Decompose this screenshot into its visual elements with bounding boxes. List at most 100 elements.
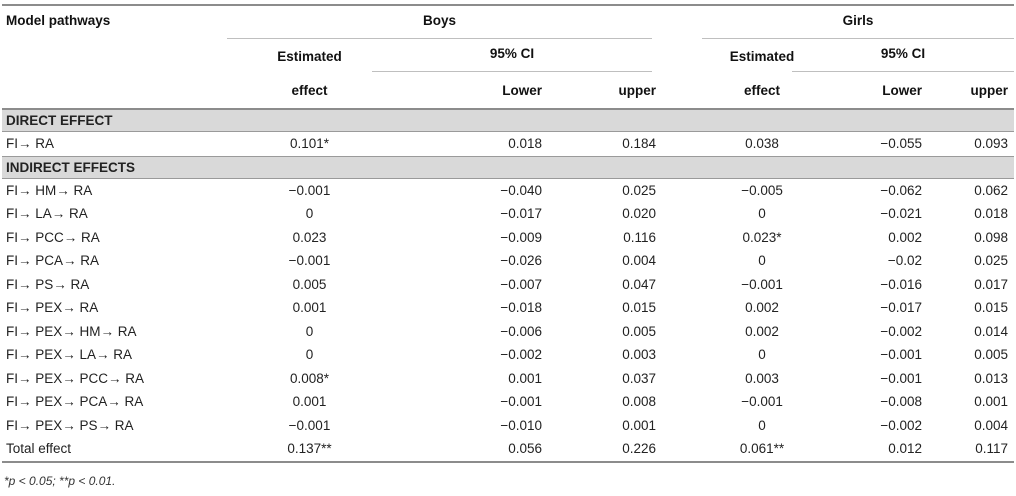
value-cell: 0	[305, 206, 314, 222]
header-boys-label: Boys	[227, 13, 653, 39]
value-cell: −0.018	[500, 300, 542, 316]
table-row: FI→ PEX→ LA→ RA 0 −0.002 0.003 0 −0.001 0.005	[2, 343, 1014, 367]
value-cell: −0.010	[500, 417, 542, 433]
pathway-cell: FI→ PEX→ PCA→ RA	[6, 394, 144, 410]
value-cell: 0.101*	[289, 136, 330, 152]
value-cell: 0.002	[888, 229, 923, 245]
value-cell: 0.005	[622, 323, 657, 339]
value-cell: 0	[758, 347, 766, 363]
value-cell: −0.026	[500, 253, 542, 269]
value-cell: 0.098	[974, 229, 1009, 245]
value-cell: 0.005	[974, 347, 1009, 363]
table-row: FI→ LA→ RA 0 −0.017 0.020 0 −0.021 0.018	[2, 202, 1014, 226]
value-cell: 0.004	[974, 417, 1009, 433]
header-boys-upper: upper	[552, 73, 663, 110]
value-cell: 0	[758, 206, 766, 222]
value-cell: 0.137**	[167, 437, 392, 463]
value-cell: −0.001	[880, 370, 923, 386]
value-cell: 0.025	[974, 253, 1009, 269]
value-cell: −0.001	[741, 276, 783, 292]
section-title: INDIRECT EFFECTS	[2, 155, 1015, 179]
value-cell: −0.02	[887, 253, 923, 269]
section-header: DIRECT EFFECT	[2, 108, 1015, 132]
value-cell: −0.002	[500, 347, 542, 363]
value-cell: 0.001	[508, 370, 542, 386]
pathway-cell: FI→ PS→ RA	[6, 276, 90, 292]
value-cell: 0.003	[745, 370, 779, 386]
pathway-cell: FI→ PEX→ HM→ RA	[6, 323, 137, 339]
value-cell: −0.009	[500, 229, 542, 245]
value-cell: 0.061**	[662, 437, 823, 463]
table-body: DIRECT EFFECT FI→ RA 0.101* 0.018 0.184 0.038…	[2, 108, 1015, 463]
header-girls-ci: 95% CI	[792, 39, 1015, 73]
value-cell: −0.017	[500, 206, 542, 222]
header-girls-effect: effect	[662, 73, 823, 110]
value-cell: 0.116	[623, 229, 657, 245]
value-cell: 0.008*	[289, 370, 330, 386]
value-cell: 0.001	[622, 417, 657, 433]
value-cell: −0.007	[500, 276, 542, 292]
value-cell: 0.002	[745, 323, 779, 339]
pathway-cell: FI→ LA→ RA	[6, 206, 88, 222]
header-boys-effect: effect	[167, 73, 392, 110]
value-cell: −0.006	[500, 323, 542, 339]
pathway-cell: FI→ PEX→ PS→ RA	[6, 417, 134, 433]
value-cell: 0.020	[622, 206, 657, 222]
value-cell: −0.008	[880, 394, 923, 410]
value-cell: 0.003	[622, 347, 657, 363]
header-girls-lower: Lower	[822, 73, 933, 110]
pathway-cell: FI→ PEX→ LA→ RA	[6, 347, 133, 363]
header-boys-estimated: Estimated	[277, 48, 342, 64]
value-cell: −0.001	[500, 394, 542, 410]
table-row: FI→ RA 0.101* 0.018 0.184 0.038 −0.055 0.093	[2, 132, 1014, 157]
table-row: FI→ PCA→ RA −0.001 −0.026 0.004 0 −0.02 0.025	[2, 249, 1014, 273]
value-cell: 0	[305, 347, 314, 363]
table-row: FI→ PEX→ PS→ RA −0.001 −0.010 0.001 0 −0.002 0…	[2, 414, 1014, 438]
effects-table: Model pathways Boys Girls Estimated 95% …	[2, 4, 1015, 463]
header-boys-lower: Lower	[392, 73, 552, 110]
table-row: FI→ PCC→ RA 0.023 −0.009 0.116 0.023* 0.002 0.…	[2, 226, 1014, 250]
value-cell: 0.037	[622, 370, 657, 386]
value-cell: 0.056	[392, 437, 552, 463]
value-cell: 0.093	[974, 136, 1009, 152]
value-cell: 0.001	[292, 394, 327, 410]
value-cell: 0.005	[292, 276, 327, 292]
value-cell: 0.023	[292, 229, 327, 245]
value-cell: −0.002	[880, 323, 923, 339]
value-cell: −0.016	[880, 276, 923, 292]
section-header: INDIRECT EFFECTS	[2, 155, 1015, 179]
value-cell: −0.001	[880, 347, 923, 363]
value-cell: −0.001	[288, 182, 331, 198]
table-row: FI→ PEX→ PCA→ RA 0.001 −0.001 0.008 −0.001 −0…	[2, 390, 1014, 414]
header-model-pathways: Model pathways	[2, 4, 167, 39]
value-cell: −0.062	[880, 182, 923, 198]
table-row: FI→ HM→ RA −0.001 −0.040 0.025 −0.005 −0.062 0…	[2, 178, 1014, 202]
value-cell: 0.047	[622, 276, 657, 292]
value-cell: 0	[758, 417, 766, 433]
value-cell: 0.008	[622, 394, 657, 410]
value-cell: 0.117	[932, 437, 1015, 463]
table-row: FI→ PEX→ HM→ RA 0 −0.006 0.005 0.002 −0.002 0.…	[2, 320, 1014, 344]
pathway-cell: FI→ PEX→ RA	[6, 300, 99, 316]
value-cell: 0.001	[292, 300, 327, 316]
header-girls-ci-label: 95% CI	[792, 40, 1015, 72]
value-cell: 0	[758, 253, 766, 269]
value-cell: 0.025	[622, 182, 657, 198]
value-cell: −0.005	[741, 182, 783, 198]
value-cell: 0.184	[622, 136, 657, 152]
table-row: Total effect 0.137** 0.056 0.226 0.061** 0.01…	[2, 437, 1015, 463]
pathway-cell: FI→ RA	[6, 136, 55, 152]
pathway-cell: FI→ PEX→ PCC→ RA	[6, 370, 145, 386]
value-cell: 0.002	[745, 300, 779, 316]
header-girls-upper: upper	[932, 73, 1015, 110]
value-cell: 0	[305, 323, 314, 339]
pathway-cell: FI→ HM→ RA	[6, 182, 93, 198]
header-girls: Girls	[662, 4, 1015, 39]
header-boys-ci-label: 95% CI	[372, 40, 653, 72]
value-cell: 0.013	[974, 370, 1009, 386]
section-title: DIRECT EFFECT	[2, 108, 1015, 132]
table-row: FI→ PEX→ RA 0.001 −0.018 0.015 0.002 −0.017 0.…	[2, 296, 1014, 320]
value-cell: −0.055	[880, 136, 923, 152]
pathway-cell: FI→ PCA→ RA	[6, 253, 100, 269]
